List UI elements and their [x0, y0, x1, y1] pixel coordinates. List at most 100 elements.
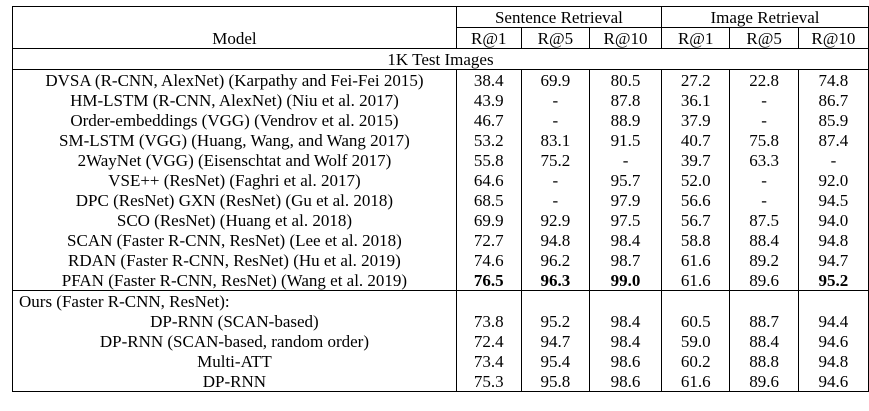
metric-value-cell: 63.3	[729, 150, 799, 170]
model-name-cell: DVSA (R-CNN, AlexNet) (Karpathy and Fei-…	[45, 70, 424, 90]
metric-value-cell: 94.0	[797, 210, 869, 230]
metric-value-cell: 61.6	[660, 270, 730, 291]
metric-value-cell: 89.6	[729, 371, 799, 392]
table-row: SCO (ResNet) (Huang et al. 2018) 69.9 92.9…	[13, 210, 869, 230]
metric-value-cell: 95.4	[520, 351, 590, 371]
metric-value-cell: 97.9	[589, 190, 662, 210]
metric-value-cell: 98.7	[589, 250, 662, 270]
empty-cell	[797, 290, 869, 311]
table-row: DPC (ResNet) GXN (ResNet) (Gu et al. 201…	[13, 190, 869, 210]
metric-value-cell: 74.6	[455, 250, 522, 270]
ours-label-row: Ours (Faster R-CNN, ResNet):	[12, 290, 869, 311]
metric-value-cell: 39.7	[660, 150, 730, 170]
model-name-cell: PFAN (Faster R-CNN, ResNet) (Wang et al.…	[61, 270, 408, 290]
empty-cell	[520, 290, 590, 311]
metric-value-cell: 88.4	[729, 230, 799, 250]
results-table: Model Sentence Retrieval Image Retrieval…	[12, 6, 869, 392]
table-row: 2WayNet (VGG) (Eisenschtat and Wolf 2017…	[13, 150, 869, 170]
metric-value-cell: 55.8	[455, 150, 522, 170]
section-title: 1K Test Images	[12, 48, 869, 70]
metric-value-cell: -	[729, 90, 799, 110]
metric-value-cell: 61.6	[660, 371, 730, 392]
metric-value-cell: 56.7	[660, 210, 730, 230]
metric-header: R@5	[729, 27, 799, 49]
metric-header: R@1	[455, 27, 522, 49]
metric-value-cell: 64.6	[455, 170, 522, 190]
metric-value-cell: 95.2	[520, 311, 590, 331]
metric-value-cell: 87.4	[797, 130, 869, 150]
empty-cell	[729, 290, 799, 311]
metric-value-cell: 99.0	[589, 270, 662, 291]
metric-value-cell: 72.4	[455, 331, 522, 351]
empty-cell	[589, 290, 662, 311]
table-row: DP-RNN 75.3 95.8 98.6 61.6 89.6 94.6	[13, 371, 869, 392]
metric-value-cell: 59.0	[660, 331, 730, 351]
metric-value-cell: 94.7	[520, 331, 590, 351]
metric-value-cell: 85.9	[797, 110, 869, 130]
metric-value-cell: 53.2	[455, 130, 522, 150]
metric-value-cell: 61.6	[660, 250, 730, 270]
metric-value-cell: 87.8	[589, 90, 662, 110]
model-header: Model	[212, 29, 257, 48]
metric-value-cell: 72.7	[455, 230, 522, 250]
metric-value-cell: 75.3	[455, 371, 522, 392]
metric-value-cell: 95.7	[589, 170, 662, 190]
metric-value-cell: 73.8	[455, 311, 522, 331]
metric-header: R@10	[589, 27, 662, 49]
metric-value-cell: -	[589, 150, 662, 170]
metric-value-cell: 89.2	[729, 250, 799, 270]
image-retrieval-header: Image Retrieval	[661, 6, 869, 28]
table-row: VSE++ (ResNet) (Faghri et al. 2017) 64.6-…	[13, 170, 869, 190]
metric-value-cell: 60.5	[660, 311, 730, 331]
table-row: HM-LSTM (R-CNN, AlexNet) (Niu et al. 201…	[13, 90, 869, 110]
metric-value-cell: 22.8	[729, 69, 799, 90]
metric-value-cell: 87.5	[729, 210, 799, 230]
model-name-cell: 2WayNet (VGG) (Eisenschtat and Wolf 2017…	[77, 150, 392, 170]
ours-label: Ours (Faster R-CNN, ResNet):	[12, 290, 457, 311]
metric-value-cell: 75.8	[729, 130, 799, 150]
metric-value-cell: -	[520, 110, 590, 130]
metric-value-cell: -	[729, 170, 799, 190]
metric-value-cell: -	[520, 90, 590, 110]
metric-value-cell: -	[729, 110, 799, 130]
metric-value-cell: 43.9	[455, 90, 522, 110]
table-row: DP-RNN (SCAN-based) 73.8 95.2 98.4 60.5 88.7 9…	[13, 311, 869, 331]
metric-value-cell: 58.8	[660, 230, 730, 250]
model-name-cell: DP-RNN (SCAN-based, random order)	[99, 331, 369, 351]
metric-value-cell: 89.6	[729, 270, 799, 291]
metric-value-cell: 94.5	[797, 190, 869, 210]
table-row: Multi-ATT 73.4 95.4 98.6 60.2 88.8 94.8	[13, 351, 869, 371]
metric-value-cell: 95.2	[797, 270, 869, 291]
table-row: DP-RNN (SCAN-based, random order) 72.4 94.…	[13, 331, 869, 351]
table-row: SCAN (Faster R-CNN, ResNet) (Lee et al. …	[13, 230, 869, 250]
metric-value-cell: 96.3	[520, 270, 590, 291]
empty-cell	[455, 290, 522, 311]
metric-value-cell: 68.5	[455, 190, 522, 210]
metric-value-cell: 37.9	[660, 110, 730, 130]
metric-value-cell: 76.5	[455, 270, 522, 291]
metric-value-cell: 38.4	[455, 69, 522, 90]
table-row: DVSA (R-CNN, AlexNet) (Karpathy and Fei-…	[13, 69, 869, 90]
metric-value-cell: 96.2	[520, 250, 590, 270]
table-row: PFAN (Faster R-CNN, ResNet) (Wang et al.…	[13, 270, 869, 291]
model-name-cell: DP-RNN	[202, 371, 267, 391]
model-name-cell: SM-LSTM (VGG) (Huang, Wang, and Wang 201…	[59, 130, 410, 150]
sentence-retrieval-header: Sentence Retrieval	[455, 6, 662, 28]
metric-value-cell: 73.4	[455, 351, 522, 371]
model-name-cell: SCO (ResNet) (Huang et al. 2018)	[116, 210, 352, 230]
metric-value-cell: -	[520, 170, 590, 190]
model-name-cell: HM-LSTM (R-CNN, AlexNet) (Niu et al. 201…	[70, 90, 399, 110]
metric-value-cell: 98.4	[589, 311, 662, 331]
metric-value-cell: 83.1	[520, 130, 590, 150]
metric-value-cell: 74.8	[797, 69, 869, 90]
metric-value-cell: 69.9	[520, 69, 590, 90]
metric-value-cell: 88.9	[589, 110, 662, 130]
metric-header: R@1	[660, 27, 730, 49]
metric-value-cell: 40.7	[660, 130, 730, 150]
metric-value-cell: 69.9	[455, 210, 522, 230]
metric-value-cell: 95.8	[520, 371, 590, 392]
metric-value-cell: 56.6	[660, 190, 730, 210]
metric-value-cell: -	[729, 190, 799, 210]
metric-value-cell: 60.2	[660, 351, 730, 371]
table-row: Order-embeddings (VGG) (Vendrov et al. 2…	[13, 110, 869, 130]
